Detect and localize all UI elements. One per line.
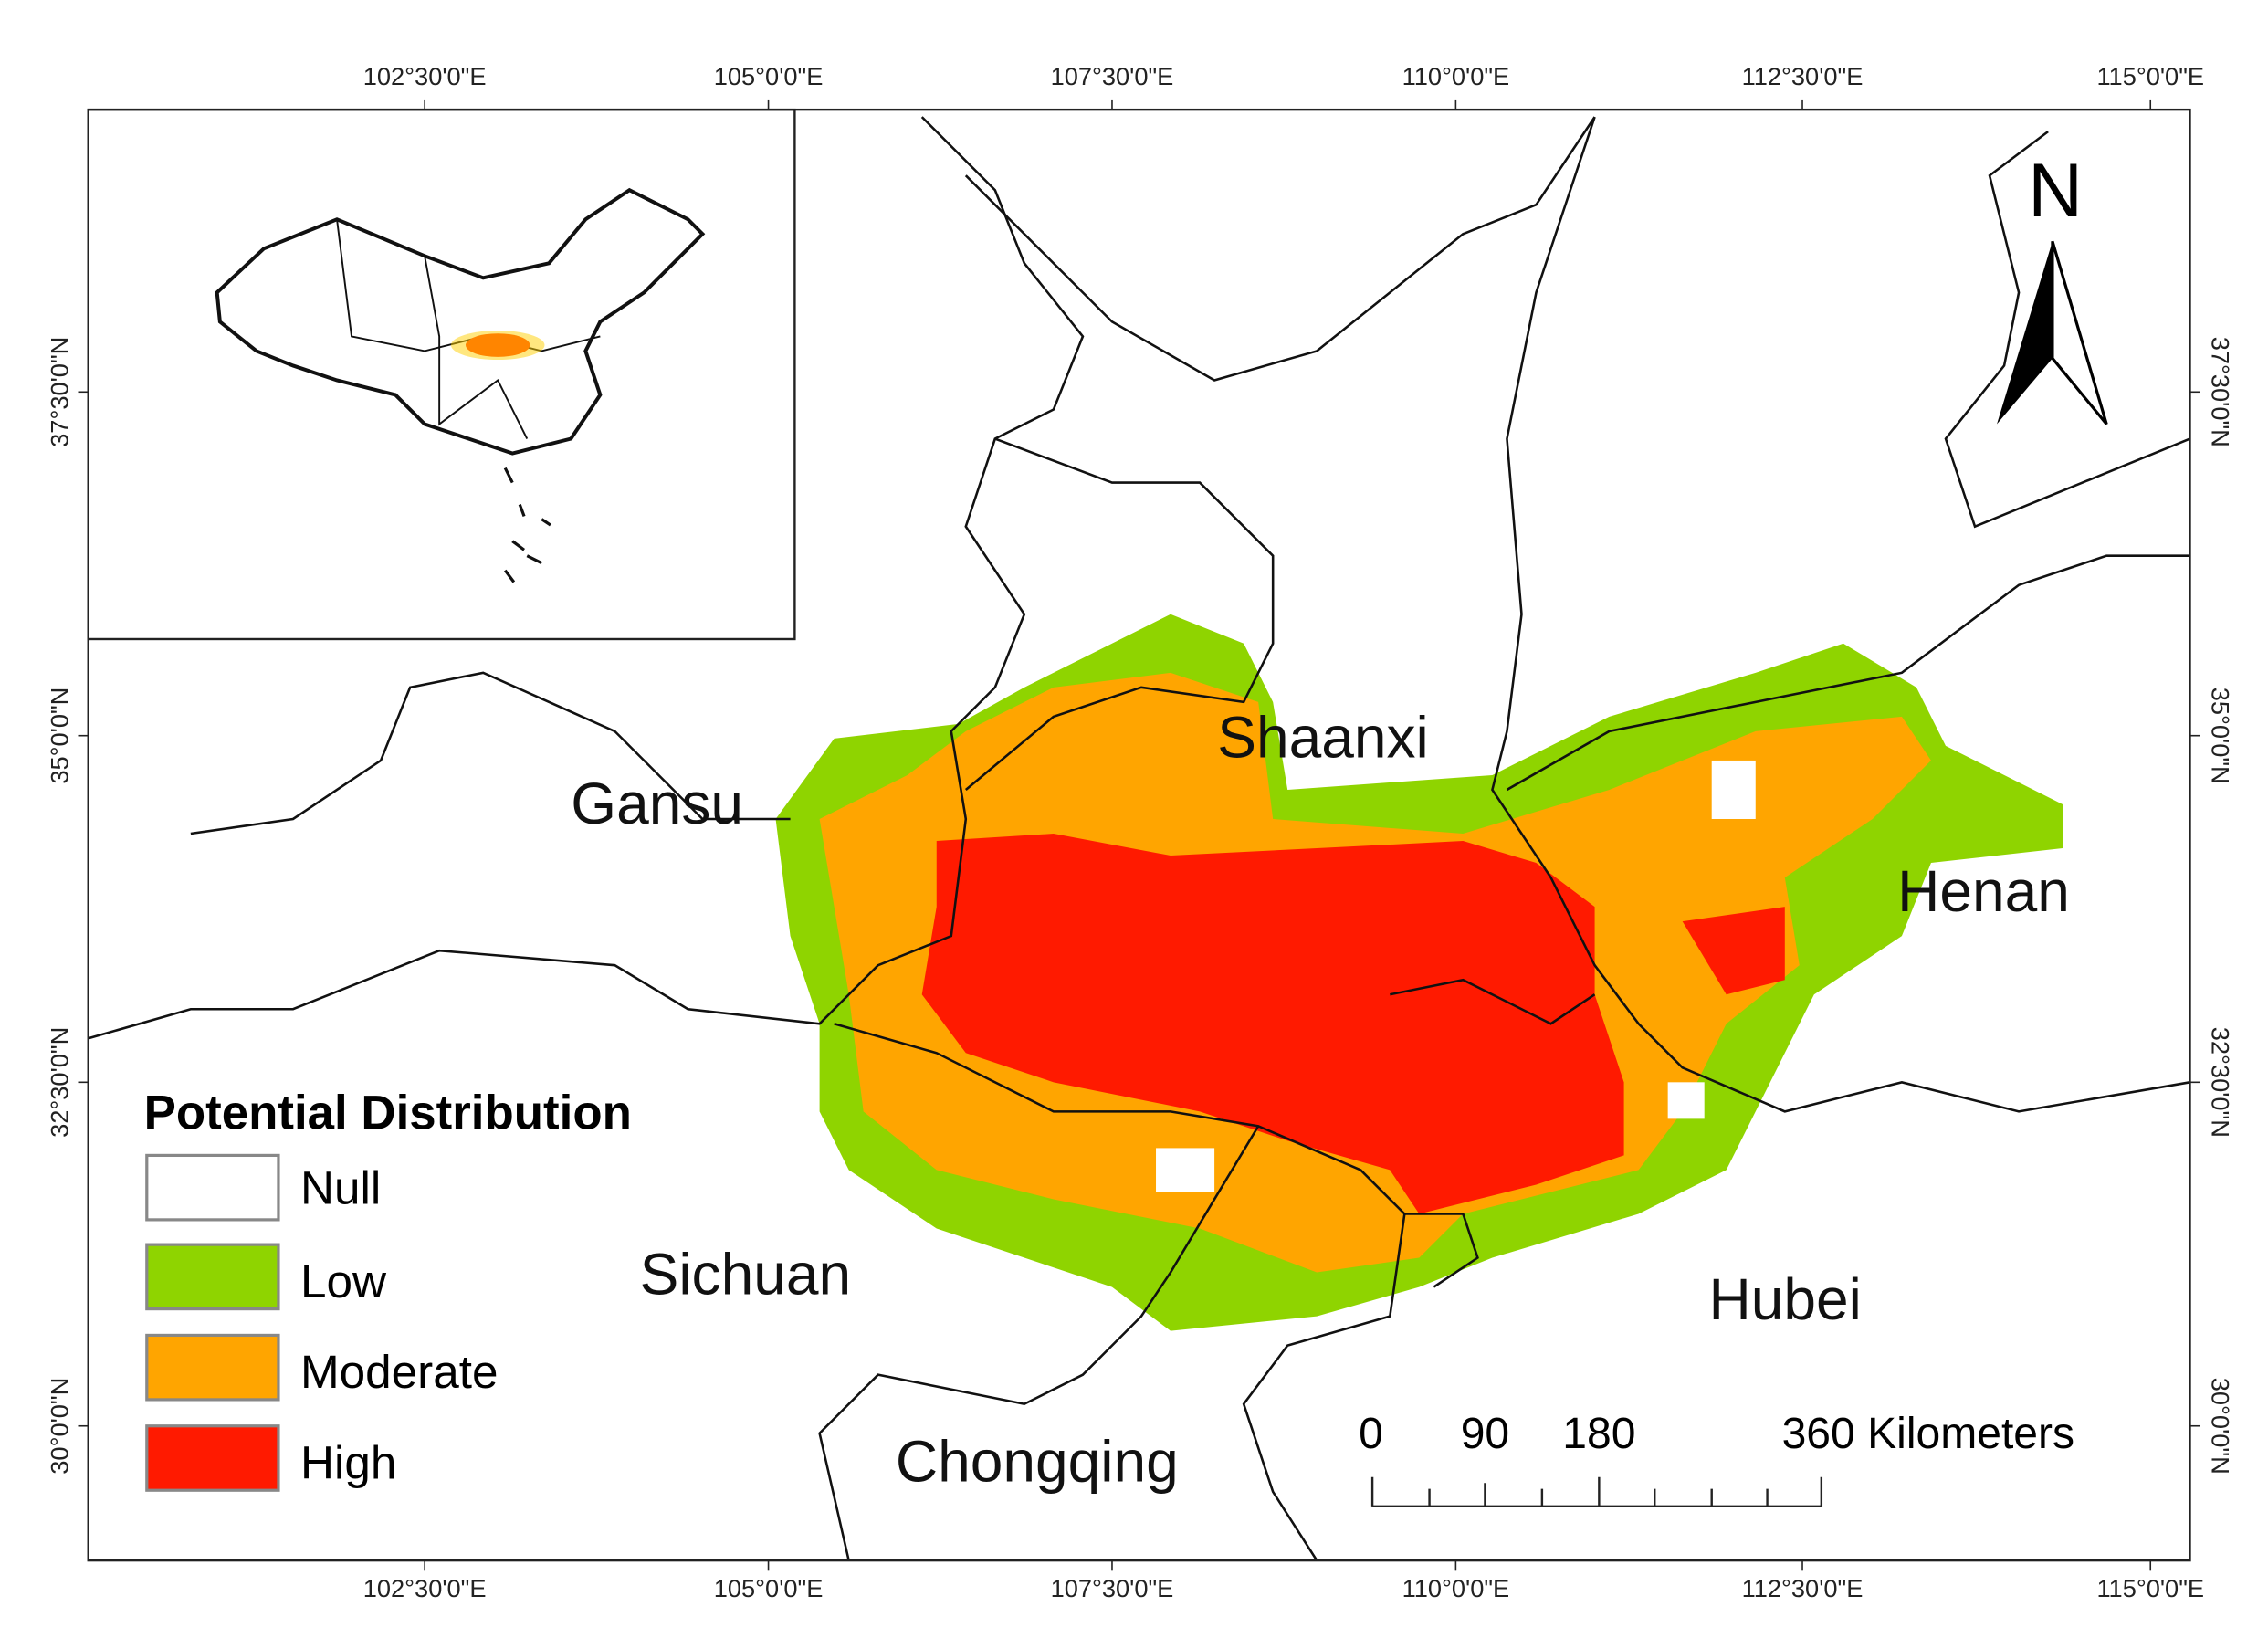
lat-label: 37°30'0"N [2207,337,2235,447]
lon-label: 115°0'0"E [2096,1574,2204,1602]
lat-label: 37°30'0"N [45,337,73,447]
lon-label: 105°0'0"E [714,1574,824,1602]
province-label: Henan [1897,858,2070,924]
legend-title: Potential Distribution [144,1087,632,1140]
border [834,1023,1479,1288]
islands [503,467,551,583]
legend-label: Moderate [300,1346,499,1398]
inset-border [424,256,529,439]
legend-swatch [145,1333,280,1402]
lat-label: 30°0'0"N [2207,1378,2235,1475]
north-label: N [2028,148,2083,233]
lon-label: 112°30'0"E [1742,62,1864,90]
scale-bar: 0 90 180 360 Kilometers [1359,1410,2074,1508]
legend-swatch [145,1153,280,1222]
inset-map [87,108,796,641]
high-zone [1682,907,1785,995]
legend-label: Null [300,1161,381,1213]
border [1944,131,2190,529]
null-patch [1156,1148,1215,1192]
lat-label: 30°0'0"N [45,1378,73,1475]
legend: Potential Distribution Null Low Moderate… [144,1087,632,1492]
china-outline [215,187,706,456]
legend-label: Low [300,1255,387,1307]
lat-label: 35°0'0"N [2207,688,2235,784]
scale-ruler [1370,1476,1823,1508]
scale-label: 180 [1562,1410,1635,1458]
legend-swatch [145,1243,280,1311]
lon-label: 110°0'0"E [1402,62,1510,90]
lon-label: 110°0'0"E [1402,1574,1510,1602]
border [88,116,1085,1040]
lon-label: 115°0'0"E [2096,62,2204,90]
lon-label: 102°30'0"E [363,62,487,90]
inset-highlight [450,331,545,361]
lat-label: 32°30'0"N [2207,1027,2235,1138]
border [1506,554,2190,792]
null-patch [1667,1082,1705,1119]
scale-label: 90 [1461,1410,1509,1458]
province-borders [88,116,2190,1561]
arrow-right [2051,240,2108,425]
legend-swatch [145,1424,280,1492]
province-label: Hubei [1709,1266,1862,1332]
scale-label: 0 [1359,1410,1383,1458]
lon-label: 105°0'0"E [714,62,824,90]
province-label: Chongqing [896,1429,1179,1495]
border [1242,1213,1406,1561]
border [1390,978,1596,1025]
border [190,671,791,835]
lon-label: 107°30'0"E [1051,1574,1174,1602]
border [1491,116,2190,1113]
lon-label: 107°30'0"E [1051,62,1174,90]
ticks: 102°30'0"E 105°0'0"E 107°30'0"E 110°0'0"E 11… [45,62,2234,1602]
lat-label: 35°0'0"N [45,688,73,784]
province-label: Shaanxi [1217,705,1429,771]
border [964,116,1596,382]
border [818,1125,1260,1561]
scale-label: 360 Kilometers [1782,1410,2074,1458]
map-frame [87,108,2191,1562]
null-patch [1711,760,1756,819]
distribution [775,614,2063,1331]
legend-label: High [300,1436,396,1488]
border [964,437,1275,791]
lat-label: 32°30'0"N [45,1027,73,1138]
lon-label: 102°30'0"E [363,1574,487,1602]
province-label: Gansu [571,771,743,836]
province-label: Sichuan [640,1242,852,1307]
inset-frame [87,108,796,641]
lon-label: 112°30'0"E [1742,1574,1864,1602]
high-zone [921,834,1624,1214]
